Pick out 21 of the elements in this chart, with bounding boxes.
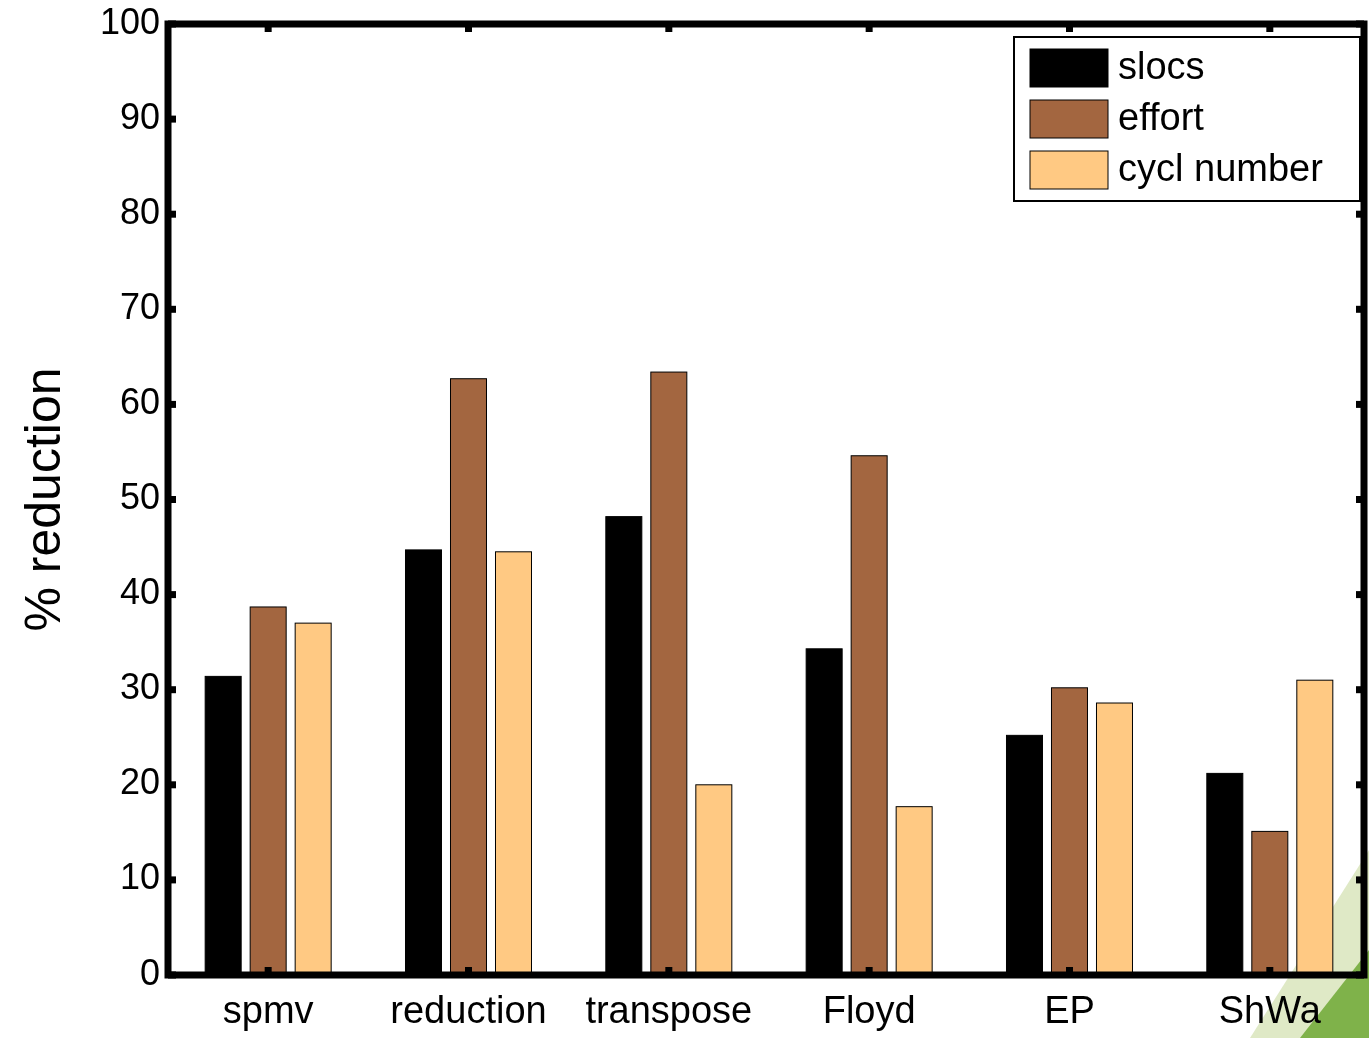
x-tick-label: EP bbox=[1044, 989, 1095, 1031]
y-tick-label: 50 bbox=[119, 476, 160, 518]
y-tick-label: 40 bbox=[119, 571, 160, 613]
legend-label: effort bbox=[1118, 96, 1205, 139]
y-tick-label: 0 bbox=[139, 951, 160, 993]
y-tick-label: 70 bbox=[119, 285, 160, 327]
legend-label: slocs bbox=[1118, 45, 1205, 88]
y-tick-label: 90 bbox=[119, 95, 160, 137]
y-tick-label: 80 bbox=[119, 190, 160, 232]
x-tick-label: ShWa bbox=[1218, 989, 1322, 1031]
y-axis-title: % reduction bbox=[15, 367, 71, 632]
y-tick-label: 30 bbox=[119, 666, 160, 708]
y-tick-label: 10 bbox=[119, 856, 160, 898]
x-tick-label: Floyd bbox=[822, 989, 916, 1031]
y-tick-label: 60 bbox=[119, 380, 160, 422]
legend-label: cycl number bbox=[1118, 147, 1324, 190]
x-tick-label: transpose bbox=[585, 989, 753, 1031]
x-tick-label: reduction bbox=[390, 989, 547, 1031]
y-tick-label: 100 bbox=[99, 0, 160, 42]
y-tick-label: 20 bbox=[119, 761, 160, 803]
x-tick-label: spmv bbox=[222, 989, 314, 1031]
